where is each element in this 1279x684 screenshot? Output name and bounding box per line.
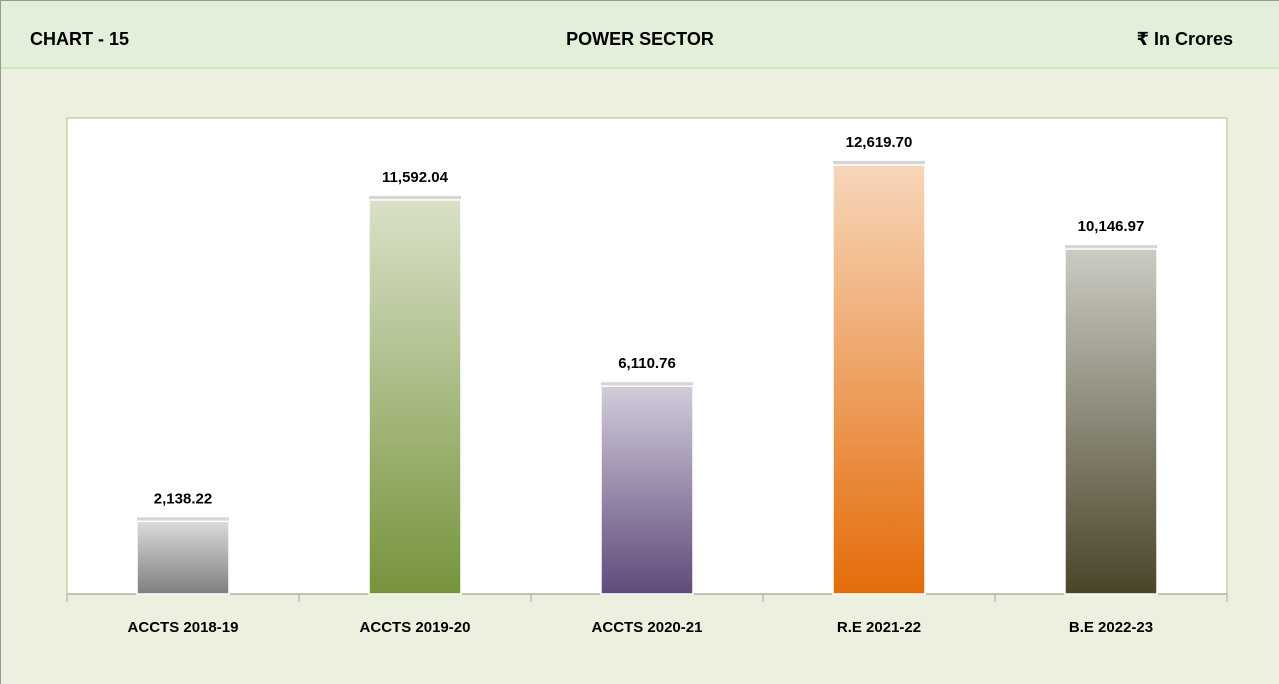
x-tick-label: B.E 2022-23 [1069,619,1153,636]
bar-shadow [601,382,693,389]
chart-label: CHART - 15 [30,29,129,49]
data-label: 11,592.04 [382,169,449,186]
bar-shadow [1065,245,1157,252]
bar [1064,248,1158,595]
chart-title: POWER SECTOR [566,29,714,49]
bar [600,385,694,595]
bar-shadow [833,160,925,167]
data-label: 6,110.76 [618,355,676,372]
x-tick-label: ACCTS 2019-20 [360,619,471,636]
x-tick-label: R.E 2021-22 [837,619,921,636]
unit-label: ₹ In Crores [1136,29,1233,49]
header-band [0,0,1279,68]
bar-shadow [137,517,229,524]
data-label: 12,619.70 [846,134,913,151]
bar [368,199,462,595]
bar [832,164,926,595]
bar [136,520,230,595]
x-tick-label: ACCTS 2018-19 [128,619,239,636]
data-label: 10,146.97 [1078,218,1145,235]
bar-shadow [369,195,461,202]
x-tick-label: ACCTS 2020-21 [592,619,703,636]
data-label: 2,138.22 [154,490,212,507]
